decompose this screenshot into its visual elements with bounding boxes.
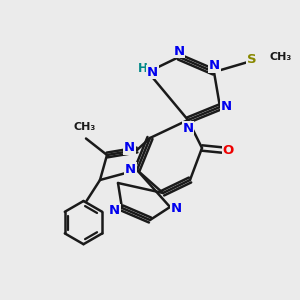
Text: H: H (138, 62, 148, 75)
Text: N: N (125, 163, 136, 176)
Text: N: N (182, 122, 194, 135)
Text: N: N (173, 44, 184, 58)
Text: CH₃: CH₃ (270, 52, 292, 62)
Text: O: O (222, 143, 234, 157)
Text: S: S (247, 53, 256, 66)
Text: N: N (124, 141, 135, 154)
Text: CH₃: CH₃ (74, 122, 96, 132)
Text: N: N (171, 202, 182, 215)
Text: N: N (147, 65, 158, 79)
Text: N: N (221, 100, 232, 113)
Text: N: N (109, 205, 120, 218)
Text: N: N (209, 59, 220, 72)
